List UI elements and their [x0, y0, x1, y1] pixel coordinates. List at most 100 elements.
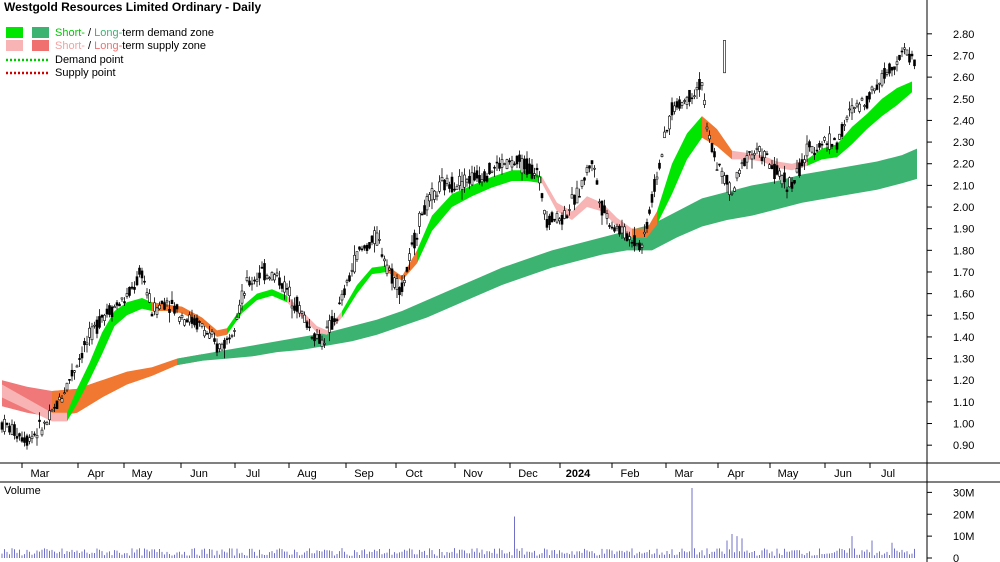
short-term-transition-zone	[632, 211, 657, 238]
candle-body	[873, 88, 876, 92]
time-tick-label: Mar	[675, 468, 694, 480]
candle-body	[293, 305, 296, 311]
candle-body	[615, 225, 619, 229]
time-tick-label: Nov	[463, 468, 483, 480]
legend-label: Short- / Long-term demand zone	[55, 27, 214, 39]
candle-body	[40, 429, 44, 436]
candle-body	[490, 170, 494, 173]
candle-body	[715, 169, 719, 171]
candle-body	[408, 253, 411, 261]
short-term-demand-zone	[657, 116, 702, 225]
candle-body	[318, 333, 321, 344]
candle-body	[890, 66, 894, 71]
candle-body	[653, 179, 656, 192]
candle-body	[203, 330, 206, 337]
candle-body	[758, 146, 761, 152]
candle-body	[218, 343, 221, 349]
candle-body	[738, 169, 741, 175]
price-tick-label: 1.40	[953, 332, 974, 344]
candle-body	[835, 142, 839, 150]
candle-body	[423, 205, 426, 215]
candle-body	[348, 275, 351, 282]
candle-body	[908, 53, 911, 63]
candle-body	[508, 160, 511, 163]
candle-body	[550, 212, 554, 223]
candle-body	[760, 156, 764, 161]
candle-body	[248, 280, 251, 286]
candle-body	[585, 167, 589, 173]
price-tick-label: 1.10	[953, 397, 974, 409]
candle-body	[603, 205, 606, 214]
candle-body	[98, 316, 101, 328]
candle-body	[810, 145, 814, 153]
legend-swatch-long-term	[32, 27, 49, 38]
candle-body	[35, 435, 39, 439]
candle-body	[93, 324, 96, 327]
candle-body	[325, 326, 329, 329]
candle-body	[830, 143, 834, 147]
candle-body	[750, 154, 754, 160]
candle-body	[600, 200, 604, 216]
price-tick-label: 2.80	[953, 29, 974, 41]
candle-body	[563, 210, 566, 219]
candle-body	[593, 167, 596, 170]
candle-body	[695, 87, 699, 91]
candle-body	[748, 151, 751, 153]
candle-body	[565, 215, 569, 219]
candle-body	[598, 201, 601, 204]
candle-body	[445, 177, 449, 184]
candle-body	[793, 180, 796, 184]
candle-body	[200, 323, 204, 327]
legend-label-part: term supply zone	[122, 40, 206, 52]
candle-body	[740, 162, 744, 165]
candle-body	[95, 319, 99, 334]
candle-body	[523, 158, 526, 170]
time-tick-label: 2024	[566, 468, 591, 480]
candle-body	[260, 266, 264, 269]
candle-body	[28, 437, 31, 442]
candle-body	[848, 108, 851, 111]
candle-body	[388, 267, 391, 271]
price-tick-label: 1.90	[953, 224, 974, 236]
candle-body	[618, 225, 621, 235]
candle-body	[635, 243, 639, 245]
candle-body	[73, 370, 76, 373]
candle-body	[315, 334, 319, 339]
candle-body	[415, 237, 419, 240]
candle-body	[853, 107, 856, 109]
candle-body	[775, 165, 779, 175]
candle-body	[778, 170, 781, 177]
candle-body	[123, 301, 126, 304]
candle-body	[708, 135, 711, 140]
candle-body	[280, 283, 284, 289]
candle-body	[135, 276, 139, 286]
candle-body	[158, 304, 161, 310]
candle-body	[623, 226, 626, 239]
candle-body	[278, 277, 281, 286]
volume-tick-label: 30M	[953, 487, 974, 499]
candle-body	[38, 419, 41, 422]
candle-body	[313, 333, 316, 342]
candle-body	[863, 105, 866, 107]
price-tick-label: 0.90	[953, 440, 974, 452]
candle-body	[88, 327, 91, 338]
candle-body	[215, 343, 219, 353]
candle-body	[535, 167, 539, 171]
candle-body	[253, 279, 256, 282]
candle-body	[175, 304, 179, 310]
candle-body	[258, 272, 261, 279]
long-term-demand-zone	[177, 148, 917, 366]
candle-body	[58, 396, 61, 401]
candle-body	[370, 235, 374, 243]
candle-body	[795, 168, 799, 173]
candle-body	[113, 306, 116, 309]
volume-tick-label: 10M	[953, 531, 974, 543]
candle-body	[250, 282, 254, 285]
candle-body	[608, 225, 611, 227]
candle-body	[488, 162, 491, 175]
candle-body	[548, 215, 551, 225]
candle-body	[573, 194, 576, 205]
candle-body	[785, 189, 789, 192]
candle-body	[185, 319, 189, 323]
